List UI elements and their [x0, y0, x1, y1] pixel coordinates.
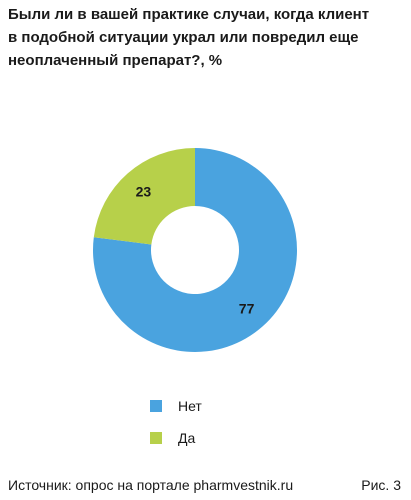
chart-title-line-3: неоплаченный препарат?, % [8, 52, 223, 69]
legend-swatch-net [150, 400, 162, 412]
footer: Источник: опрос на портале pharmvestnik.… [8, 475, 401, 495]
legend-label-net: Нет [178, 398, 202, 414]
data-label-da: 23 [136, 183, 152, 199]
figure-label: Рис. 3 [361, 477, 401, 493]
legend-item-net: Нет [150, 390, 202, 422]
data-label-net: 77 [239, 301, 255, 317]
chart-title-line-2: в подобной ситуации украл или повредил е… [8, 29, 359, 46]
chart-title-line-1: Были ли в вашей практике случаи, когда к… [8, 6, 370, 23]
chart-title: Были ли в вашей практике случаи, когда к… [8, 3, 403, 72]
donut-slice-net [93, 148, 298, 352]
legend-swatch-da [150, 432, 162, 444]
legend-label-da: Да [178, 430, 196, 446]
source-note: Источник: опрос на портале pharmvestnik.… [8, 477, 294, 493]
legend: Нет Да [150, 390, 202, 454]
legend-item-da: Да [150, 422, 202, 454]
donut-slice-da [93, 148, 195, 245]
